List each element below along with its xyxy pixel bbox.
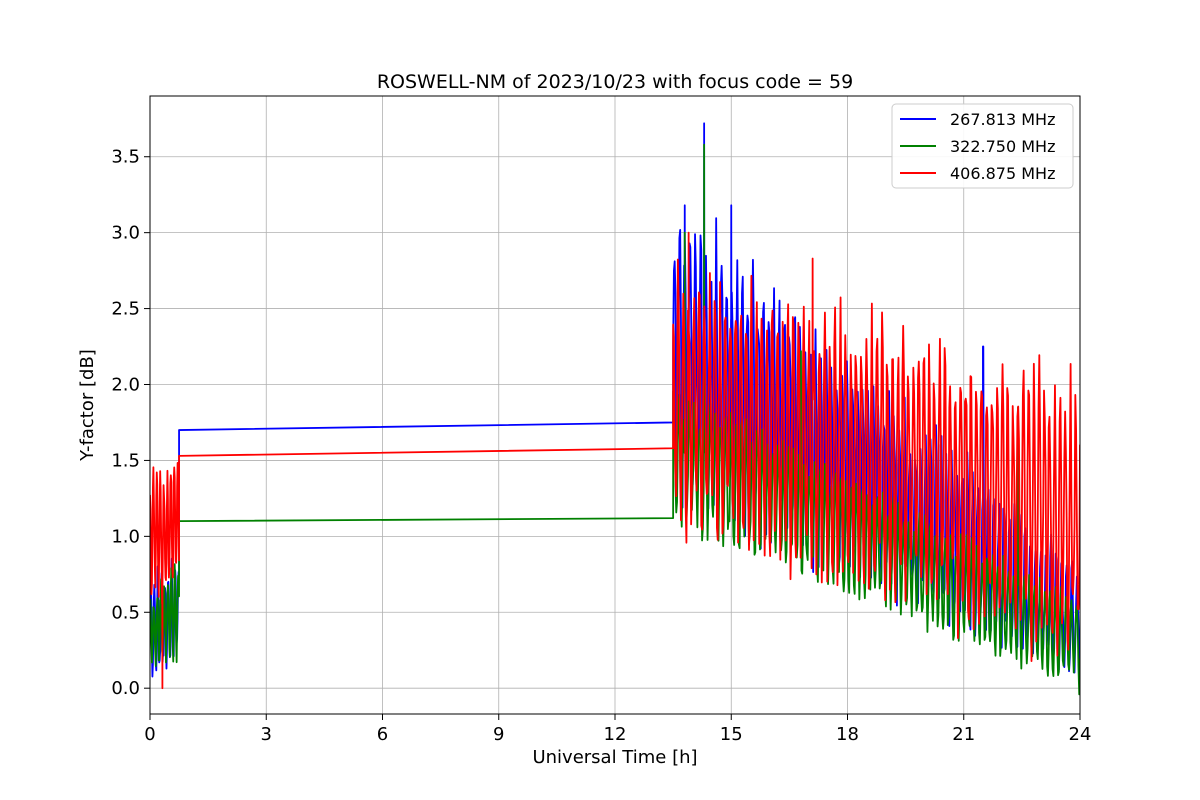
- legend-box: [891, 103, 1074, 189]
- x-tick-label: 24: [1069, 724, 1092, 745]
- x-tick-label: 9: [493, 724, 504, 745]
- series-line-2: [150, 143, 1080, 696]
- y-axis-label: Y-factor [dB]: [77, 349, 98, 462]
- y-tick-label: 3.5: [111, 147, 140, 168]
- y-tick-label: 0.0: [111, 678, 140, 699]
- y-tick-label: 0.5: [111, 602, 140, 623]
- x-tick-label: 6: [377, 724, 388, 745]
- y-tick-label: 1.0: [111, 526, 140, 547]
- x-tick-label: 18: [836, 724, 859, 745]
- x-tick-label: 0: [144, 724, 155, 745]
- y-tick-label: 2.0: [111, 375, 140, 396]
- series-line-3: [150, 231, 1080, 690]
- legend-label: 267.813 MHz: [950, 110, 1055, 129]
- y-tick-label: 2.5: [111, 299, 140, 320]
- x-tick-label: 12: [604, 724, 627, 745]
- x-tick-label: 21: [952, 724, 975, 745]
- chart-title: ROSWELL-NM of 2023/10/23 with focus code…: [377, 71, 853, 93]
- legend: 267.813 MHz 322.750 MHz 406.875 MHz: [891, 103, 1074, 189]
- x-tick-label: 3: [261, 724, 272, 745]
- y-tick-label: 3.0: [111, 223, 140, 244]
- y-tick-label: 1.5: [111, 450, 140, 471]
- ticks: 0 3 6 9 12 15 18 21 24 0.0 0.5 1.0 1.5 2.0 2.5 3.0 3.5: [111, 147, 1091, 745]
- series-layer: [150, 122, 1080, 696]
- x-axis-label: Universal Time [h]: [532, 747, 697, 768]
- x-tick-label: 15: [720, 724, 743, 745]
- legend-label: 322.750 MHz: [950, 137, 1055, 156]
- legend-label: 406.875 MHz: [950, 164, 1055, 183]
